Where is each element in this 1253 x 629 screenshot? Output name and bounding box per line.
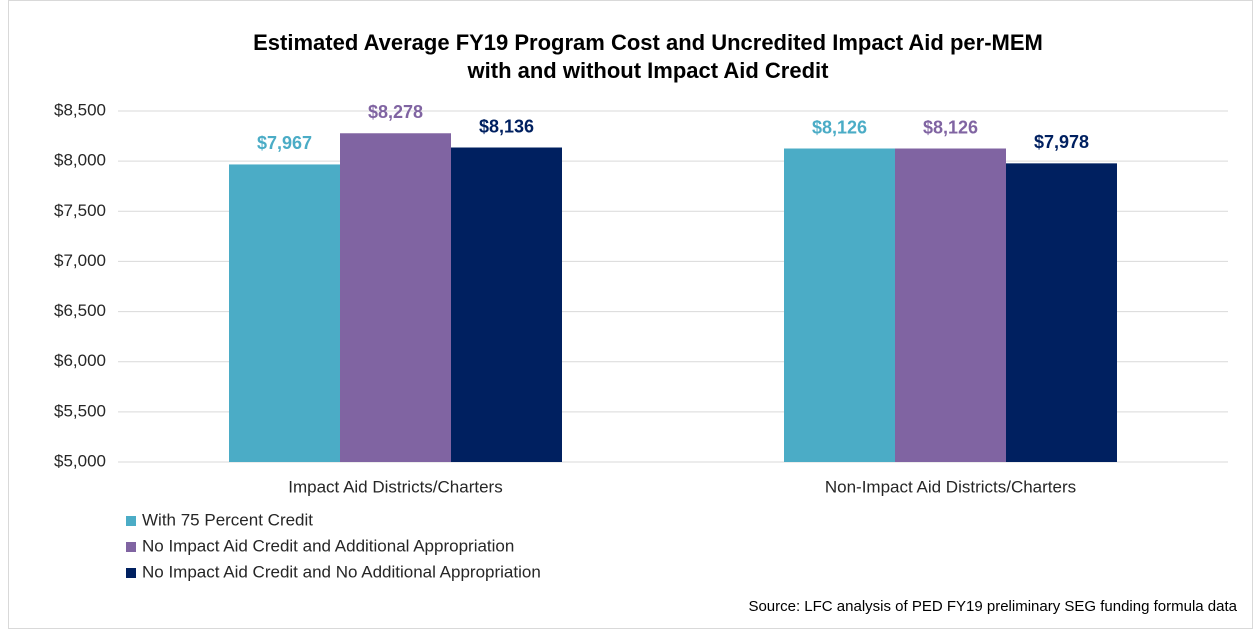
data-label: $8,136 [479,116,534,136]
data-label: $7,967 [257,133,312,153]
legend-label: With 75 Percent Credit [142,510,313,529]
y-tick-label: $6,500 [54,301,106,320]
data-label: $8,126 [923,117,978,137]
y-tick-label: $5,000 [54,451,106,470]
bar [895,148,1006,463]
bar [784,148,895,463]
y-tick-label: $7,000 [54,251,106,270]
bar [229,164,340,463]
source-note: Source: LFC analysis of PED FY19 prelimi… [748,598,1237,615]
y-tick-label: $7,500 [54,201,106,220]
x-tick-label: Non-Impact Aid Districts/Charters [825,477,1076,496]
data-label: $8,278 [368,102,423,122]
chart-title: Estimated Average FY19 Program Cost and … [253,30,1043,55]
legend-label: No Impact Aid Credit and Additional Appr… [142,536,514,555]
y-tick-label: $8,500 [54,100,106,119]
x-tick-label: Impact Aid Districts/Charters [288,477,502,496]
legend-swatch [126,542,136,552]
legend-swatch [126,516,136,526]
bar [1006,163,1117,463]
bar [340,133,451,462]
y-tick-label: $6,000 [54,351,106,370]
legend-label: No Impact Aid Credit and No Additional A… [142,562,541,581]
chart-title: with and without Impact Aid Credit [467,58,830,83]
y-tick-label: $5,500 [54,401,106,420]
data-label: $8,126 [812,117,867,137]
y-tick-label: $8,000 [54,151,106,170]
legend-swatch [126,568,136,578]
data-label: $7,978 [1034,132,1089,152]
bar [451,147,562,462]
